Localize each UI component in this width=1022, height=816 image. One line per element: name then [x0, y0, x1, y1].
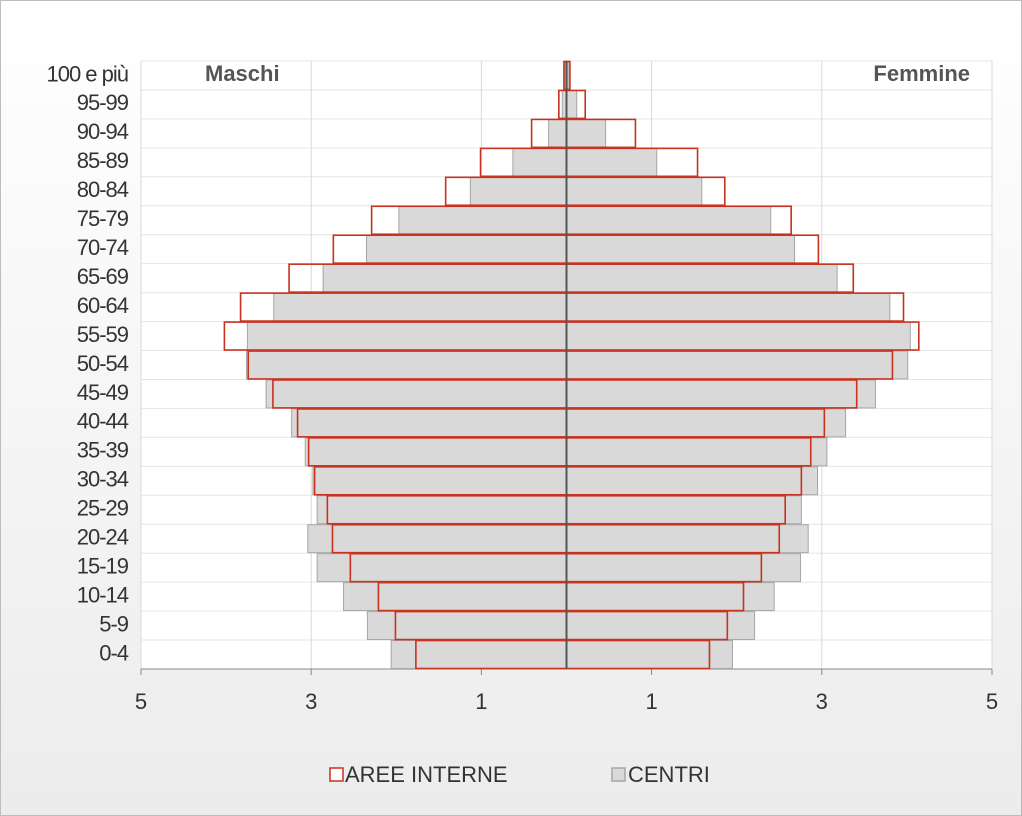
bar	[273, 292, 567, 322]
y-tick-label: 50-54	[77, 351, 129, 376]
bar	[246, 350, 568, 380]
bar	[566, 350, 909, 380]
bar	[291, 408, 567, 438]
y-tick-label: 20-24	[77, 525, 129, 550]
y-tick-label: 95-99	[77, 90, 129, 115]
x-tick-label: 3	[816, 689, 828, 714]
y-tick-label: 65-69	[77, 264, 129, 289]
bar	[566, 495, 802, 525]
right-label: Femmine	[873, 61, 970, 86]
x-tick-label: 3	[305, 689, 317, 714]
y-tick-label: 25-29	[77, 496, 129, 521]
legend-swatch	[329, 767, 344, 782]
bar	[566, 147, 658, 177]
legend-label: AREE INTERNE	[345, 762, 508, 787]
y-tick-label: 40-44	[77, 409, 129, 434]
bar	[566, 379, 876, 409]
bar	[566, 263, 838, 293]
bar	[566, 205, 772, 235]
x-tick-label: 1	[475, 689, 487, 714]
bar	[307, 524, 567, 554]
bar	[548, 118, 568, 148]
bar	[322, 263, 568, 293]
bar	[566, 321, 911, 351]
bar	[566, 234, 796, 264]
bar	[343, 582, 567, 612]
bar	[566, 553, 802, 583]
legend-swatch	[611, 767, 626, 782]
x-tick-label: 1	[645, 689, 657, 714]
bar	[265, 379, 567, 409]
bar	[304, 437, 567, 467]
bar	[398, 205, 567, 235]
left-label: Maschi	[205, 61, 280, 86]
bar	[366, 611, 567, 641]
bar	[390, 640, 567, 669]
y-tick-label: 45-49	[77, 380, 129, 405]
y-tick-label: 35-39	[77, 438, 129, 463]
bar	[566, 466, 819, 496]
bar	[316, 553, 568, 583]
bar	[512, 147, 568, 177]
y-tick-label: 100 e più	[46, 61, 128, 86]
y-tick-label: 30-34	[77, 467, 129, 492]
bar	[566, 408, 847, 438]
bar	[246, 321, 567, 351]
x-tick-label: 5	[986, 689, 998, 714]
bar	[566, 640, 733, 669]
bar	[566, 118, 607, 148]
y-tick-label: 90-94	[77, 119, 129, 144]
y-tick-label: 0-4	[99, 640, 129, 665]
bar	[566, 176, 703, 206]
y-tick-label: 70-74	[77, 235, 129, 260]
y-tick-label: 5-9	[99, 611, 129, 636]
bar	[366, 234, 568, 264]
bar	[566, 524, 809, 554]
bar	[566, 611, 756, 641]
bar	[469, 176, 568, 206]
y-tick-label: 80-84	[77, 177, 129, 202]
bar	[316, 495, 568, 525]
y-tick-label: 15-19	[77, 553, 129, 578]
bar	[566, 89, 578, 119]
bar	[312, 466, 568, 496]
bar	[566, 292, 891, 322]
y-tick-label: 10-14	[77, 582, 129, 607]
y-tick-label: 75-79	[77, 206, 129, 231]
y-tick-label: 85-89	[77, 148, 129, 173]
bar	[566, 437, 828, 467]
x-tick-label: 5	[135, 689, 147, 714]
y-tick-label: 55-59	[77, 322, 129, 347]
y-tick-label: 60-64	[77, 293, 129, 318]
legend-label: CENTRI	[628, 762, 710, 787]
